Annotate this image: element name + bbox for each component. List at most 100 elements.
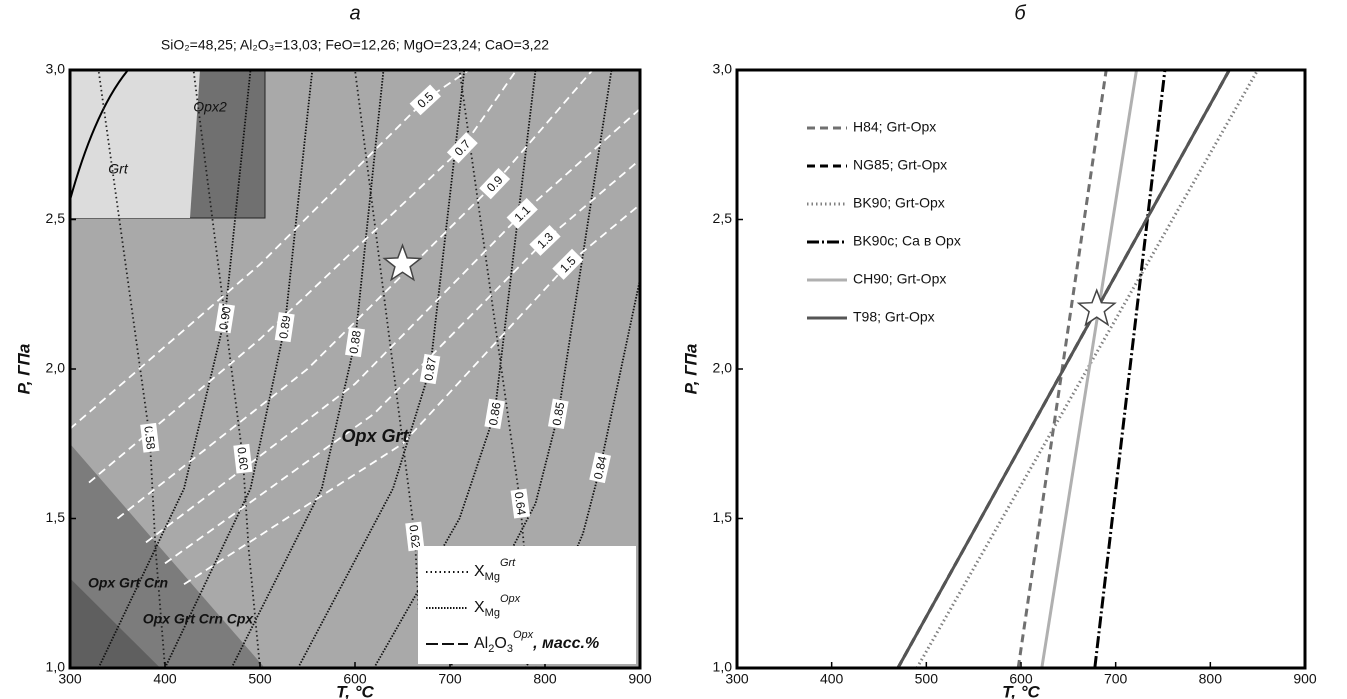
- isoline-value: 0.85: [550, 401, 568, 427]
- legend-text-part: Grt: [500, 557, 516, 569]
- x-tick-label: 400: [153, 671, 177, 687]
- isoline: [69, 69, 470, 430]
- isoline-value: 0.64: [512, 491, 529, 516]
- x-tick-label: 900: [1293, 671, 1317, 687]
- x-tick-label: 600: [343, 671, 367, 687]
- isoline: [1093, 69, 1167, 669]
- legend-label: H84; Grt-Opx: [853, 119, 936, 135]
- isoline-value: 0.58: [141, 425, 158, 450]
- pt-star: [1076, 288, 1117, 327]
- isoline-label: 0.85: [548, 398, 569, 430]
- x-tick-label: 700: [438, 671, 462, 687]
- y-tick-label: 1,0: [713, 659, 733, 675]
- field-label: Opx Grt: [341, 426, 409, 446]
- isoline-label: 0.62: [405, 521, 425, 552]
- isoline-value: 0.62: [406, 524, 423, 549]
- isoline: [88, 69, 518, 484]
- legend-box: [418, 546, 636, 664]
- isoline-value: 0.88: [347, 329, 364, 354]
- legend-label: XMgOpx: [474, 593, 521, 619]
- label-box: [479, 167, 511, 200]
- isoline: [164, 159, 641, 565]
- y-tick-label: 2,5: [713, 210, 733, 226]
- label-box: [484, 398, 505, 429]
- isoline: [183, 203, 641, 586]
- label-box: [345, 327, 365, 358]
- y-axis-title: P, ГПа: [681, 344, 700, 395]
- isoline-label: 0.9: [479, 167, 511, 200]
- legend-label: Al2O3Opx, масс.%: [474, 629, 599, 655]
- pt-star: [382, 243, 423, 282]
- isoline: [1040, 69, 1138, 669]
- legend-text-part: Al: [474, 635, 488, 652]
- label-box: [140, 422, 160, 453]
- inset-boundary: [69, 69, 129, 201]
- legend-label: BK90c; Ca в Opx: [853, 233, 961, 249]
- isoline-label: 0.88: [345, 327, 365, 358]
- legend-label: CH90; Grt-Opx: [853, 271, 946, 287]
- isoline-label: 1.1: [506, 198, 538, 229]
- legend-text-part: Mg: [485, 571, 500, 583]
- legend-label: NG85; Grt-Opx: [853, 157, 947, 173]
- legend-text-part: , масс.%: [532, 635, 599, 652]
- composition: SiO₂=48,25; Al₂O₃=13,03; FeO=12,26; MgO=…: [161, 37, 549, 53]
- isoline-label: 0.7: [446, 132, 478, 164]
- label-box: [446, 132, 478, 164]
- x-tick-label: 500: [915, 671, 939, 687]
- inset-grt: [70, 70, 200, 218]
- inset-label: Grt: [108, 161, 129, 177]
- isoline: [164, 69, 314, 669]
- isoline-value: 0.86: [486, 401, 504, 427]
- isoline: [230, 69, 385, 669]
- isoline-label: 1.3: [529, 224, 561, 256]
- isoline-label: 1.5: [552, 248, 584, 280]
- field-label: Opx Grt Crn: [88, 575, 168, 591]
- y-tick-label: 3,0: [713, 61, 733, 77]
- label-box: [233, 443, 253, 474]
- y-tick-label: 1,5: [46, 509, 66, 525]
- label-box: [405, 521, 425, 552]
- x-tick-label: 300: [58, 671, 82, 687]
- panel-b: 300 400 500 600 700 800 900 1,0 1,5 2,0 2,5 3,0 T, °…: [681, 61, 1316, 699]
- y-tick-label: 2,0: [46, 360, 66, 376]
- plot-area: [737, 70, 1305, 668]
- isoline: [192, 69, 261, 669]
- isoline-label: 0.86: [484, 398, 505, 429]
- legend-text-part: O: [494, 635, 506, 652]
- legend-text-part: X: [474, 563, 485, 580]
- inset: Grt Opx2: [69, 69, 266, 219]
- x-axis-title: T, °C: [336, 682, 374, 699]
- inset-label: Opx2: [193, 99, 227, 115]
- isoline-label: 0.5: [409, 84, 442, 116]
- legend-label: T98; Grt-Opx: [853, 309, 935, 325]
- label-box: [409, 84, 442, 116]
- x-tick-label: 300: [725, 671, 749, 687]
- x-axis-title: T, °C: [1002, 682, 1040, 699]
- isoline: [97, 69, 252, 669]
- legend-text-part: 3: [507, 643, 513, 655]
- legend-label: XMgGrt: [474, 557, 516, 583]
- legend-text-part: Opx: [513, 629, 534, 641]
- isoline-value: 0.60: [234, 446, 251, 471]
- label-box: [589, 452, 611, 484]
- x-tick-label: 800: [533, 671, 557, 687]
- y-tick-label: 3,0: [46, 61, 66, 77]
- legend-text-part: Mg: [485, 607, 500, 619]
- x-tick-label: 900: [628, 671, 652, 687]
- x-tick-label: 600: [1009, 671, 1033, 687]
- y-tick-label: 2,0: [713, 360, 733, 376]
- label-box: [552, 248, 584, 280]
- label-box: [529, 224, 561, 256]
- isoline: [354, 69, 423, 669]
- label-box: [510, 488, 531, 519]
- legend-text-part: 2: [488, 643, 494, 655]
- legend-text-part: Opx: [500, 593, 521, 605]
- panel-title: а: [349, 2, 360, 24]
- label-box: [548, 398, 569, 430]
- y-tick-label: 2,5: [46, 210, 66, 226]
- x-tick-label: 800: [1199, 671, 1223, 687]
- isoline: [449, 69, 613, 669]
- x-tick-label: 700: [1104, 671, 1128, 687]
- y-axis-title: P, ГПа: [14, 344, 33, 395]
